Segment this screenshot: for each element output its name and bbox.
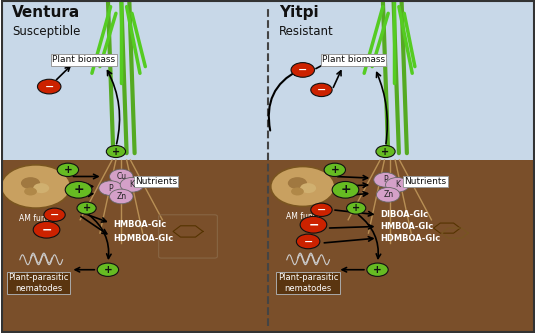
Circle shape (24, 187, 37, 195)
Circle shape (33, 221, 60, 238)
Text: −: − (44, 82, 54, 92)
Text: +: + (340, 183, 351, 196)
Circle shape (110, 189, 133, 204)
FancyBboxPatch shape (1, 160, 535, 333)
Text: Zn: Zn (116, 192, 126, 201)
Text: HDMBOA-Glc: HDMBOA-Glc (380, 233, 440, 243)
Text: −: − (308, 218, 319, 231)
Text: −: − (317, 85, 326, 95)
Text: Plant biomass: Plant biomass (322, 55, 385, 65)
Text: +: + (352, 203, 360, 213)
Text: Cu: Cu (116, 172, 126, 181)
Circle shape (288, 177, 307, 189)
Circle shape (271, 166, 335, 206)
Text: Plant-parasitic
nematodes: Plant-parasitic nematodes (9, 273, 68, 293)
Circle shape (291, 187, 304, 195)
Circle shape (110, 169, 133, 184)
FancyBboxPatch shape (1, 0, 535, 160)
Text: +: + (381, 147, 389, 157)
Text: AM fungi: AM fungi (19, 214, 53, 223)
Circle shape (300, 183, 316, 193)
Text: Susceptible: Susceptible (12, 25, 80, 38)
Text: +: + (331, 165, 339, 175)
Text: +: + (373, 265, 382, 275)
Circle shape (77, 202, 96, 214)
Text: Nutrients: Nutrients (404, 177, 447, 186)
Text: Nutrients: Nutrients (135, 177, 177, 186)
Text: Resistant: Resistant (279, 25, 333, 38)
Text: HDMBOA-Glc: HDMBOA-Glc (113, 233, 173, 243)
Text: −: − (303, 236, 313, 246)
Circle shape (37, 79, 61, 94)
Circle shape (106, 146, 126, 158)
Circle shape (33, 183, 49, 193)
Circle shape (311, 83, 332, 97)
Circle shape (44, 208, 65, 221)
Text: Plant-parasitic
nematodes: Plant-parasitic nematodes (278, 273, 338, 293)
Circle shape (386, 177, 409, 192)
Circle shape (300, 216, 327, 233)
Text: HMBOA-Glc: HMBOA-Glc (113, 220, 166, 229)
Text: K: K (395, 180, 400, 189)
Text: +: + (64, 165, 72, 175)
Text: P: P (108, 183, 113, 193)
Text: Plant biomass: Plant biomass (52, 55, 116, 65)
Text: −: − (317, 205, 326, 215)
Text: +: + (112, 147, 120, 157)
Circle shape (65, 181, 92, 198)
Circle shape (99, 181, 123, 195)
Circle shape (324, 163, 346, 176)
Circle shape (97, 263, 119, 276)
Circle shape (374, 172, 398, 187)
Text: AM fungi: AM fungi (286, 212, 320, 221)
Circle shape (1, 165, 71, 208)
Circle shape (296, 234, 320, 249)
Text: P: P (383, 175, 388, 184)
Text: Ventura: Ventura (12, 5, 80, 20)
Text: +: + (104, 265, 112, 275)
Circle shape (57, 163, 79, 176)
Text: −: − (50, 210, 59, 220)
Circle shape (311, 203, 332, 216)
Circle shape (21, 177, 40, 189)
Circle shape (376, 146, 395, 158)
Text: DIBOA-Glc: DIBOA-Glc (380, 210, 429, 219)
Circle shape (347, 202, 366, 214)
Text: −: − (41, 223, 52, 236)
Text: K: K (129, 180, 134, 189)
Text: +: + (73, 183, 84, 196)
Circle shape (377, 187, 400, 202)
Text: +: + (82, 203, 90, 213)
Text: HMBOA-Glc: HMBOA-Glc (380, 222, 433, 231)
Circle shape (120, 177, 144, 192)
Circle shape (291, 63, 315, 77)
Text: Zn: Zn (383, 190, 393, 199)
Text: Yitpi: Yitpi (279, 5, 318, 20)
Circle shape (367, 263, 388, 276)
Text: −: − (298, 65, 308, 75)
Circle shape (332, 181, 359, 198)
